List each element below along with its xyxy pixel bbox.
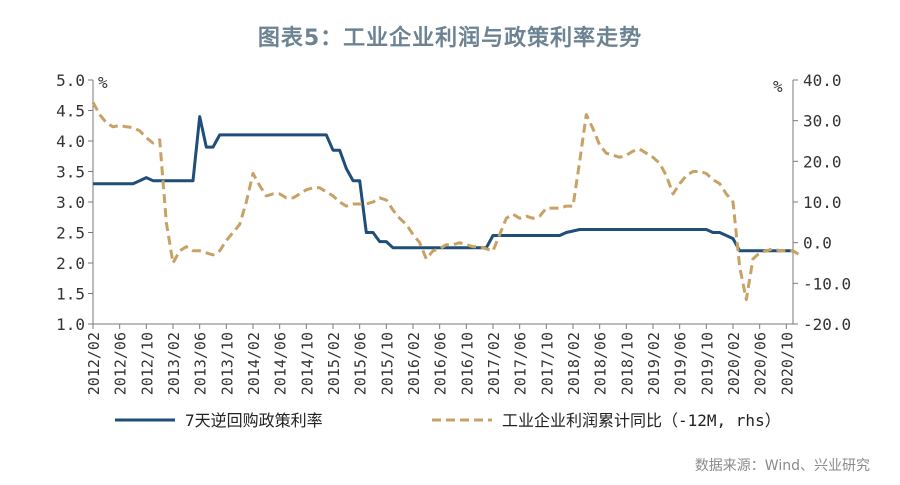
x-tick-label: 2013/06 [192, 332, 210, 395]
x-tick-label: 2012/06 [112, 332, 130, 395]
x-tick-label: 2014/02 [245, 332, 263, 395]
legend-label-2: 工业企业利润累计同比（-12M, rhs） [502, 411, 781, 430]
series-line-1 [93, 115, 793, 253]
x-tick-label: 2019/06 [672, 332, 690, 395]
x-tick-label: 2013/10 [218, 332, 236, 395]
left-tick-label: 4.0 [56, 132, 85, 151]
x-tick-label: 2014/10 [298, 332, 316, 395]
right-tick-label: -10.0 [803, 274, 851, 293]
left-tick-label: 2.0 [56, 254, 85, 273]
left-tick-label: 3.5 [56, 163, 85, 182]
x-tick-label: 2016/02 [405, 332, 423, 395]
right-tick-label: 20.0 [803, 152, 842, 171]
x-tick-label: 2016/06 [432, 332, 450, 395]
left-tick-label: 5.0 [56, 71, 85, 90]
x-tick-label: 2017/02 [485, 332, 503, 395]
x-tick-label: 2013/02 [165, 332, 183, 395]
x-tick-label: 2020/02 [725, 332, 743, 395]
x-tick-label: 2017/10 [538, 332, 556, 395]
left-tick-label: 4.5 [56, 102, 85, 121]
legend: 7天逆回购政策利率 工业企业利润累计同比（-12M, rhs） [115, 411, 781, 430]
x-tick-label: 2016/10 [458, 332, 476, 395]
source-note: 数据来源：Wind、兴业研究 [694, 458, 870, 474]
x-tick-label: 2012/10 [138, 332, 156, 395]
x-tick-label: 2020/06 [752, 332, 770, 395]
x-tick-label: 2019/10 [698, 332, 716, 395]
x-tick-label: 2018/06 [592, 332, 610, 395]
left-tick-label: 2.5 [56, 224, 85, 243]
right-axis-unit: % [773, 77, 783, 96]
left-tick-label: 3.0 [56, 193, 85, 212]
left-tick-label: 1.5 [56, 285, 85, 304]
series-layer [91, 101, 801, 302]
chart-title: 图表5：工业企业利润与政策利率走势 [257, 26, 643, 51]
right-tick-label: 0.0 [803, 234, 832, 253]
left-tick-label: 1.0 [56, 315, 85, 334]
left-axis-unit: % [98, 73, 108, 92]
legend-label-1: 7天逆回购政策利率 [185, 411, 323, 430]
axes-layer: 1.0 1.5 2.0 2.5 3.0 3.5 4.0 4.5 5.0 % -20.0 -10.0 0.… [56, 71, 851, 395]
x-tick-label: 2015/10 [378, 332, 396, 395]
x-tick-label: 2015/02 [325, 332, 343, 395]
x-tick-label: 2020/10 [778, 332, 796, 395]
series-line-2 [91, 101, 801, 302]
x-tick-label: 2012/02 [85, 332, 103, 395]
x-tick-label: 2019/02 [645, 332, 663, 395]
right-tick-label: -20.0 [803, 315, 851, 334]
right-tick-label: 40.0 [803, 71, 842, 90]
x-tick-label: 2018/02 [565, 332, 583, 395]
x-tick-label: 2017/06 [512, 332, 530, 395]
right-tick-label: 10.0 [803, 193, 842, 212]
x-tick-label: 2015/06 [352, 332, 370, 395]
x-tick-label: 2018/10 [618, 332, 636, 395]
right-tick-label: 30.0 [803, 112, 842, 131]
x-tick-label: 2014/06 [272, 332, 290, 395]
